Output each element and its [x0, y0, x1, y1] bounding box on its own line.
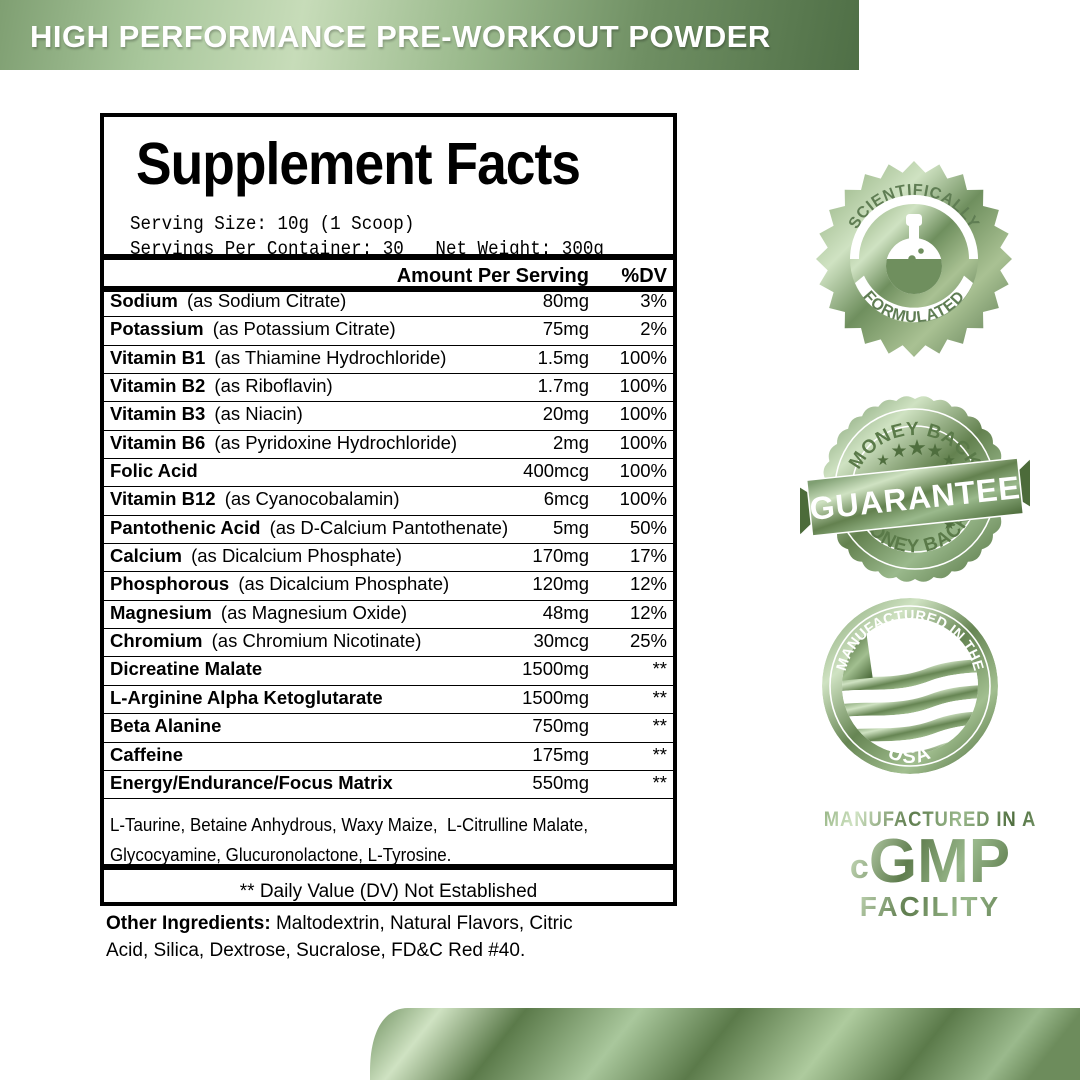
- svg-text:★: ★: [890, 441, 907, 462]
- svg-text:USA: USA: [885, 741, 935, 768]
- svg-text:★: ★: [926, 441, 943, 462]
- svg-text:★: ★: [876, 452, 889, 469]
- svg-text:★: ★: [907, 435, 927, 460]
